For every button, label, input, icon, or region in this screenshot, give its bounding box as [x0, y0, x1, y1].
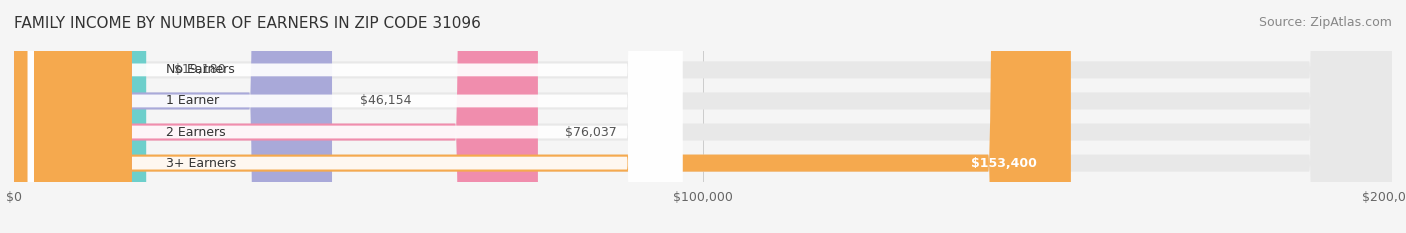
Circle shape	[35, 0, 131, 233]
Text: 2 Earners: 2 Earners	[166, 126, 225, 139]
Circle shape	[35, 0, 131, 233]
FancyBboxPatch shape	[28, 0, 682, 233]
FancyBboxPatch shape	[28, 0, 682, 233]
FancyBboxPatch shape	[14, 0, 332, 233]
FancyBboxPatch shape	[28, 0, 682, 233]
Text: $153,400: $153,400	[970, 157, 1036, 170]
FancyBboxPatch shape	[14, 0, 1392, 233]
Text: 1 Earner: 1 Earner	[166, 94, 219, 107]
FancyBboxPatch shape	[14, 0, 538, 233]
Text: $19,180: $19,180	[174, 63, 225, 76]
FancyBboxPatch shape	[14, 0, 146, 233]
Text: 3+ Earners: 3+ Earners	[166, 157, 236, 170]
FancyBboxPatch shape	[14, 0, 1392, 233]
FancyBboxPatch shape	[28, 0, 682, 233]
FancyBboxPatch shape	[14, 0, 1392, 233]
Text: No Earners: No Earners	[166, 63, 235, 76]
Circle shape	[35, 0, 131, 233]
Text: FAMILY INCOME BY NUMBER OF EARNERS IN ZIP CODE 31096: FAMILY INCOME BY NUMBER OF EARNERS IN ZI…	[14, 16, 481, 31]
Text: $46,154: $46,154	[360, 94, 411, 107]
Circle shape	[35, 0, 131, 233]
FancyBboxPatch shape	[14, 0, 1392, 233]
FancyBboxPatch shape	[14, 0, 1071, 233]
Text: $76,037: $76,037	[565, 126, 617, 139]
Text: Source: ZipAtlas.com: Source: ZipAtlas.com	[1258, 16, 1392, 29]
